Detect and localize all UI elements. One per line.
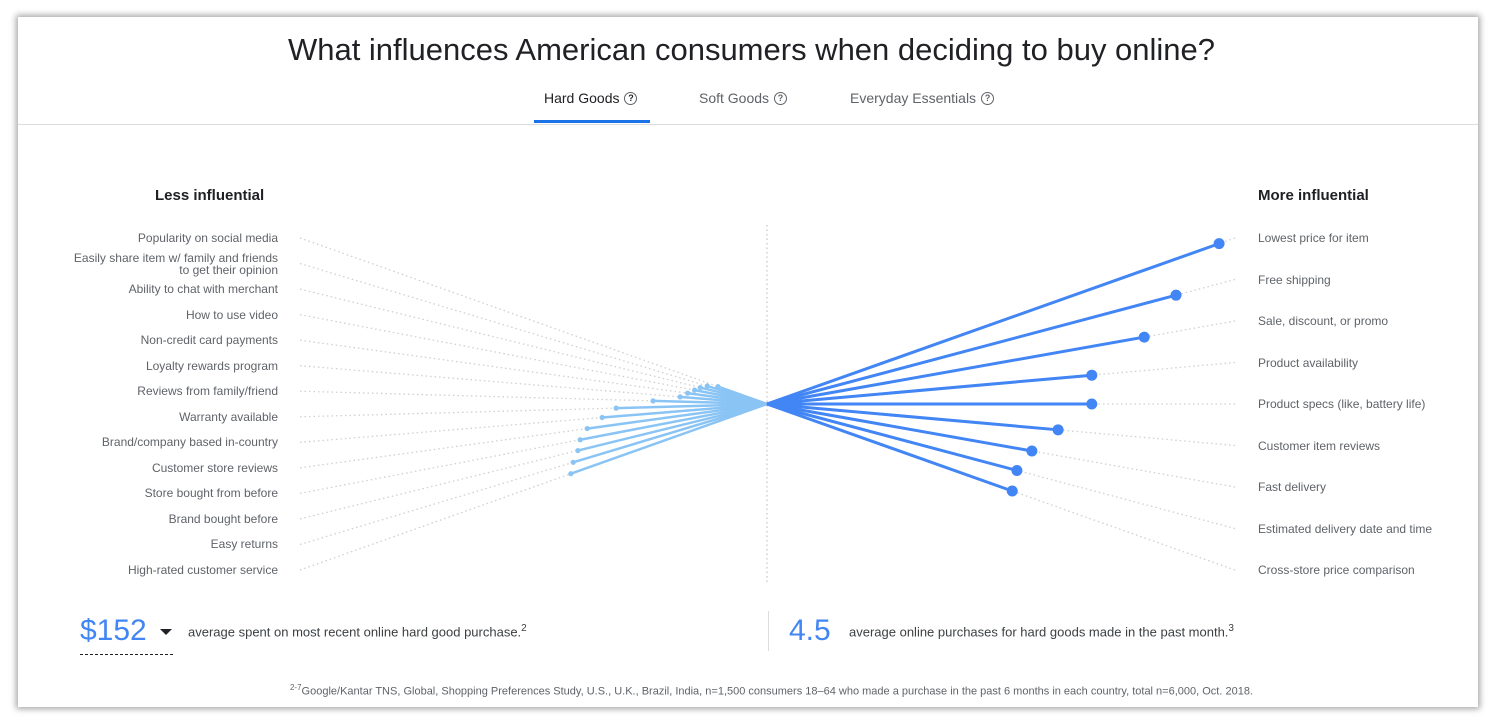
- footnote: 2-7Google/Kantar TNS, Global, Shopping P…: [0, 683, 1503, 698]
- left-series-point: [685, 390, 691, 396]
- left-series-point: [677, 394, 683, 400]
- left-series-point: [577, 437, 583, 443]
- left-factor-label: Easy returns: [210, 537, 278, 552]
- help-icon[interactable]: ?: [981, 91, 995, 105]
- right-series-point: [1170, 289, 1182, 301]
- purchases-ref: 3: [1228, 623, 1234, 634]
- right-factor-label: Fast delivery: [1258, 480, 1327, 494]
- right-series-point: [1138, 331, 1150, 343]
- left-factor-label: Brand/company based in-country: [101, 435, 278, 450]
- right-factor-label: Estimated delivery date and time: [1258, 521, 1433, 536]
- left-series-point: [599, 414, 605, 421]
- right-series-point: [1026, 445, 1038, 457]
- left-series-line: [570, 402, 768, 475]
- right-series-point: [1213, 238, 1225, 250]
- left-factor-label: Popularity on social media: [137, 231, 278, 245]
- left-factor-label: Ability to chat with merchant: [128, 282, 278, 297]
- footnote-text: Google/Kantar TNS, Global, Shopping Pref…: [301, 685, 1253, 698]
- right-factor-label: Lowest price for item: [1258, 231, 1369, 245]
- tab-label: Soft Goods: [699, 90, 770, 106]
- right-series-point: [1086, 369, 1098, 381]
- left-series-point: [704, 383, 710, 389]
- right-series-point: [1052, 424, 1064, 436]
- right-factor-label: Free shipping: [1258, 272, 1331, 287]
- left-factor-label: Brand bought before: [168, 511, 278, 526]
- left-factor-label: Store bought from before: [144, 486, 278, 501]
- guide-line: [299, 390, 768, 405]
- left-factor-label: Reviews from family/friend: [137, 384, 278, 399]
- right-series-point: [1011, 464, 1023, 476]
- left-series-line: [577, 402, 768, 452]
- left-factor-label: How to use video: [185, 307, 278, 322]
- active-tab-indicator: [534, 120, 650, 123]
- right-factor-label: Cross-store price comparison: [1258, 563, 1415, 577]
- guide-line: [299, 365, 768, 405]
- left-series-line: [602, 402, 768, 419]
- right-series-line: [766, 293, 1177, 406]
- spend-text: average spent on most recent online hard…: [188, 623, 527, 639]
- purchases-text: average online purchases for hard goods …: [849, 623, 1234, 639]
- right-factor-label: Product availability: [1258, 355, 1359, 370]
- tab-label: Hard Goods: [544, 90, 620, 106]
- right-series-line: [766, 335, 1145, 406]
- left-series-point: [584, 425, 590, 432]
- left-series-point: [650, 398, 656, 404]
- left-series-line: [579, 402, 768, 441]
- spend-value: $152: [80, 614, 147, 647]
- tab-hard-goods[interactable]: Hard Goods?: [544, 90, 638, 106]
- left-factor-label: Warranty available: [179, 409, 278, 424]
- right-factor-label: Sale, discount, or promo: [1258, 314, 1389, 328]
- guide-line: [299, 403, 768, 418]
- tab-everyday-essentials[interactable]: Everyday Essentials?: [850, 90, 995, 106]
- tab-soft-goods[interactable]: Soft Goods?: [699, 90, 788, 106]
- left-factor-label: Easily share item w/ family and friends …: [73, 250, 278, 277]
- spend-ref: 2: [521, 623, 527, 634]
- left-series-line: [587, 402, 768, 430]
- left-factor-label: High-rated customer service: [127, 563, 278, 577]
- left-series-point: [697, 384, 703, 391]
- guide-line: [299, 237, 768, 405]
- right-series-line: [766, 402, 1059, 432]
- purchases-description: average online purchases for hard goods …: [849, 624, 1229, 640]
- left-series-point: [570, 459, 576, 465]
- page-title: What influences American consumers when …: [287, 32, 1216, 67]
- left-factor-label: Loyalty rewards program: [145, 358, 278, 373]
- spend-underline: [80, 654, 173, 655]
- less-influential-heading: Less influential: [155, 187, 265, 204]
- guide-line: [299, 262, 768, 405]
- right-series-line: [766, 402, 1033, 453]
- more-influential-heading: More influential: [1258, 187, 1369, 204]
- right-series-line: [766, 402, 1018, 472]
- left-series-point: [575, 447, 581, 454]
- guide-line: [299, 403, 768, 571]
- right-series-point: [1006, 485, 1018, 497]
- tab-label: Everyday Essentials: [850, 90, 977, 106]
- right-series-line: [766, 242, 1220, 406]
- right-factor-label: Customer item reviews: [1258, 438, 1381, 453]
- right-series-point: [1086, 398, 1098, 410]
- help-icon[interactable]: ?: [774, 91, 788, 105]
- left-series-line: [616, 402, 768, 410]
- purchases-value: 4.5: [789, 614, 831, 647]
- guide-line: [299, 313, 768, 405]
- help-icon[interactable]: ?: [624, 91, 638, 105]
- header-divider: [18, 124, 1478, 125]
- stats-divider: [768, 611, 769, 651]
- left-series-point: [568, 471, 574, 477]
- dropdown-caret-icon[interactable]: [160, 629, 172, 635]
- left-series-line: [572, 402, 768, 464]
- guide-line: [299, 403, 768, 443]
- left-factor-label: Non-credit card payments: [140, 333, 278, 348]
- left-series-point: [613, 405, 619, 411]
- right-series-line: [766, 373, 1092, 406]
- left-factor-label: Customer store reviews: [151, 460, 278, 475]
- footnote-ref: 2-7: [289, 683, 302, 692]
- right-factor-label: Product specs (like, battery life): [1258, 397, 1426, 411]
- left-series-point: [692, 387, 698, 393]
- spend-description: average spent on most recent online hard…: [188, 624, 522, 640]
- guide-line: [299, 288, 768, 405]
- right-series-line: [766, 402, 1013, 493]
